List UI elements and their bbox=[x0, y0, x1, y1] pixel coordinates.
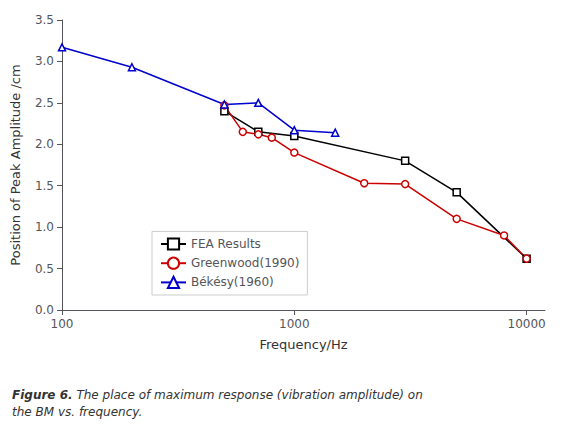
svg-text:0.5: 0.5 bbox=[35, 262, 54, 276]
svg-text:Greenwood(1990): Greenwood(1990) bbox=[191, 256, 299, 270]
svg-text:3.5: 3.5 bbox=[35, 13, 54, 27]
svg-text:Figure 6.: Figure 6. bbox=[12, 388, 73, 402]
svg-text:3.0: 3.0 bbox=[35, 54, 54, 68]
svg-text:2.5: 2.5 bbox=[35, 96, 54, 110]
svg-text:0.0: 0.0 bbox=[35, 303, 54, 317]
svg-text:2.0: 2.0 bbox=[35, 137, 54, 151]
svg-text:the BM vs. frequency.: the BM vs. frequency. bbox=[12, 405, 142, 419]
svg-text:The place of maximum response: The place of maximum response (vibration… bbox=[73, 388, 423, 402]
svg-text:FEA Results: FEA Results bbox=[191, 237, 261, 251]
svg-text:Békésy(1960): Békésy(1960) bbox=[191, 275, 274, 289]
svg-text:Frequency/Hz: Frequency/Hz bbox=[259, 337, 347, 352]
svg-text:1000: 1000 bbox=[279, 317, 310, 331]
svg-text:1.0: 1.0 bbox=[35, 220, 54, 234]
svg-text:1.5: 1.5 bbox=[35, 179, 54, 193]
svg-text:10000: 10000 bbox=[508, 317, 546, 331]
svg-text:Position of Peak Amplitude /cm: Position of Peak Amplitude /cm bbox=[8, 64, 23, 265]
svg-text:100: 100 bbox=[51, 317, 74, 331]
